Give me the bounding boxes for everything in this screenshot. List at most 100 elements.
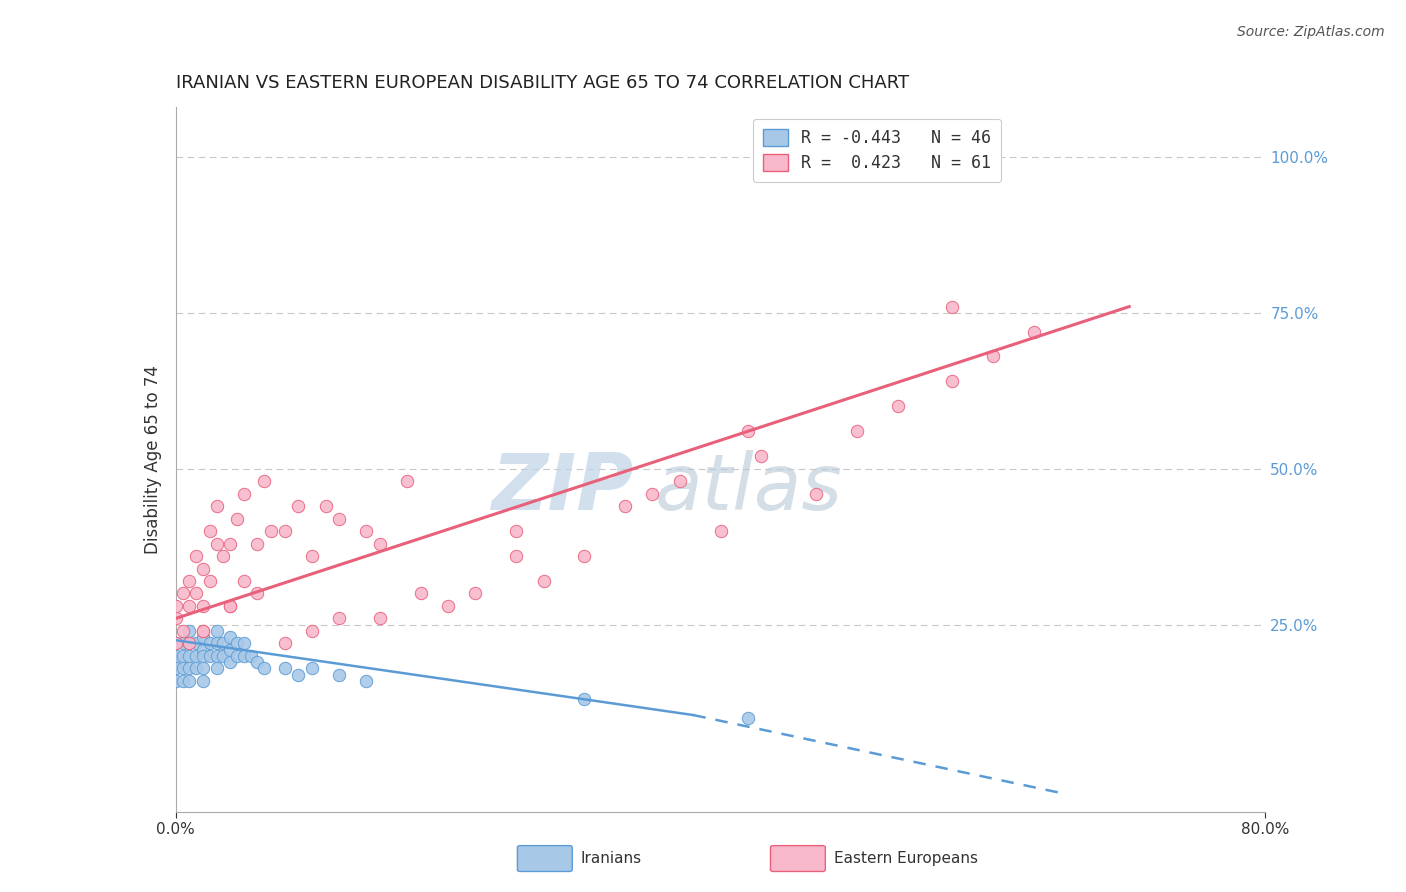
Point xyxy=(191,624,214,638)
Point xyxy=(179,673,201,688)
Point xyxy=(409,586,432,600)
Point xyxy=(186,586,208,600)
Point xyxy=(219,599,242,613)
Point xyxy=(191,648,214,663)
Point xyxy=(274,636,297,650)
Point xyxy=(219,655,242,669)
Point xyxy=(737,425,759,439)
Point xyxy=(205,648,228,663)
Point xyxy=(301,661,323,675)
Point xyxy=(219,536,242,550)
Point xyxy=(886,400,908,414)
Point xyxy=(505,524,527,538)
Point xyxy=(356,673,378,688)
Point xyxy=(198,648,221,663)
Point xyxy=(212,549,235,563)
Point xyxy=(191,630,214,644)
Text: IRANIAN VS EASTERN EUROPEAN DISABILITY AGE 65 TO 74 CORRELATION CHART: IRANIAN VS EASTERN EUROPEAN DISABILITY A… xyxy=(176,74,908,92)
Text: ZIP: ZIP xyxy=(491,450,633,525)
Point xyxy=(315,499,337,513)
Point xyxy=(246,536,269,550)
Point xyxy=(205,624,228,638)
Point xyxy=(191,561,214,575)
Point xyxy=(191,673,214,688)
Legend: R = -0.443   N = 46, R =  0.423   N = 61: R = -0.443 N = 46, R = 0.423 N = 61 xyxy=(752,119,1001,182)
Point xyxy=(396,474,419,488)
Point xyxy=(191,661,214,675)
Point xyxy=(356,524,378,538)
Point xyxy=(172,586,194,600)
Point xyxy=(368,536,391,550)
Point xyxy=(301,549,323,563)
Point xyxy=(253,474,276,488)
Point xyxy=(165,648,187,663)
Point xyxy=(260,524,283,538)
Point xyxy=(574,549,596,563)
Point xyxy=(574,692,596,706)
Point xyxy=(751,450,773,464)
Point xyxy=(437,599,460,613)
Point xyxy=(845,425,868,439)
Text: Iranians: Iranians xyxy=(581,852,641,866)
Point xyxy=(368,611,391,625)
Y-axis label: Disability Age 65 to 74: Disability Age 65 to 74 xyxy=(143,365,162,554)
Text: Eastern Europeans: Eastern Europeans xyxy=(834,852,977,866)
Point xyxy=(205,499,228,513)
Point xyxy=(246,586,269,600)
Point xyxy=(253,661,276,675)
Point xyxy=(179,599,201,613)
Point xyxy=(205,636,228,650)
Point xyxy=(191,599,214,613)
Point xyxy=(179,624,201,638)
Point xyxy=(328,667,350,681)
Point xyxy=(172,661,194,675)
Point xyxy=(172,624,194,638)
Point xyxy=(239,648,262,663)
Point xyxy=(710,524,733,538)
Point xyxy=(274,524,297,538)
Point xyxy=(179,661,201,675)
Point xyxy=(165,636,187,650)
Point xyxy=(165,661,187,675)
Point xyxy=(179,636,201,650)
Point xyxy=(191,642,214,657)
Point xyxy=(179,636,201,650)
Point xyxy=(219,599,242,613)
Text: atlas: atlas xyxy=(655,450,844,525)
Point xyxy=(198,636,221,650)
Point xyxy=(172,648,194,663)
Point xyxy=(737,711,759,725)
Point xyxy=(328,511,350,525)
Point xyxy=(226,511,249,525)
Point xyxy=(287,499,309,513)
Point xyxy=(941,300,963,314)
Point xyxy=(226,648,249,663)
Point xyxy=(641,486,664,500)
Point xyxy=(246,655,269,669)
Point xyxy=(614,499,637,513)
Point xyxy=(165,599,187,613)
Point xyxy=(212,648,235,663)
Point xyxy=(172,636,194,650)
Point xyxy=(981,350,1004,364)
Point xyxy=(533,574,555,588)
Point xyxy=(198,574,221,588)
Point xyxy=(232,574,254,588)
Point xyxy=(328,611,350,625)
Point xyxy=(186,648,208,663)
Point xyxy=(212,636,235,650)
Point xyxy=(165,636,187,650)
Point xyxy=(186,549,208,563)
Point xyxy=(232,636,254,650)
Point xyxy=(191,624,214,638)
Point xyxy=(301,624,323,638)
Point xyxy=(232,648,254,663)
Point xyxy=(165,673,187,688)
Point xyxy=(1022,325,1045,339)
Point xyxy=(274,661,297,675)
Point xyxy=(287,667,309,681)
Point xyxy=(941,375,963,389)
Point xyxy=(668,474,690,488)
Point xyxy=(205,536,228,550)
Point xyxy=(165,611,187,625)
